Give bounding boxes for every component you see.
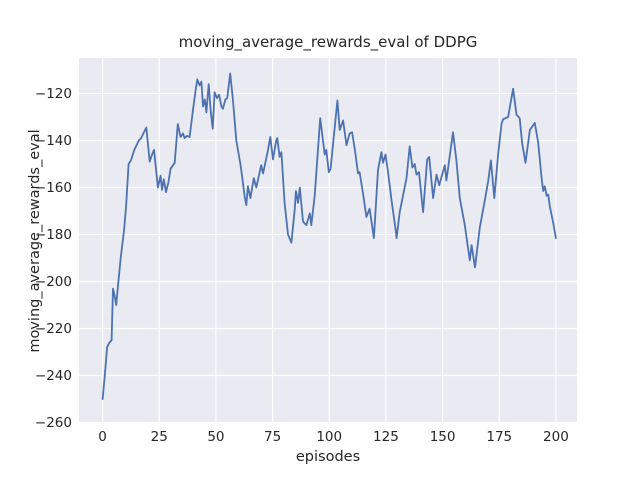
x-tick-label: 150 <box>430 429 456 445</box>
y-tick-label: −140 <box>35 133 72 149</box>
x-tick-label: 25 <box>151 429 168 445</box>
plot-background <box>79 58 577 423</box>
y-tick-label: −220 <box>35 321 72 337</box>
x-tick-label: 75 <box>264 429 281 445</box>
y-tick-label: −160 <box>35 180 72 196</box>
x-tick-label: 50 <box>207 429 224 445</box>
y-tick-label: −180 <box>35 227 72 243</box>
x-tick-label: 0 <box>98 429 107 445</box>
x-tick-label: 125 <box>373 429 399 445</box>
x-tick-label: 200 <box>543 429 569 445</box>
y-tick-label: −240 <box>35 368 72 384</box>
x-tick-label: 175 <box>486 429 512 445</box>
y-tick-label: −260 <box>35 415 72 431</box>
y-tick-label: −120 <box>35 86 72 102</box>
x-axis-label: episodes <box>295 449 361 465</box>
reward-line-series <box>101 72 557 400</box>
y-tick-label: −200 <box>35 274 72 290</box>
y-axis-label: moving_average_rewards_eval <box>27 129 43 353</box>
chart-title: moving_average_rewards_eval of DDPG <box>178 33 478 51</box>
x-tick-label: 100 <box>316 429 342 445</box>
